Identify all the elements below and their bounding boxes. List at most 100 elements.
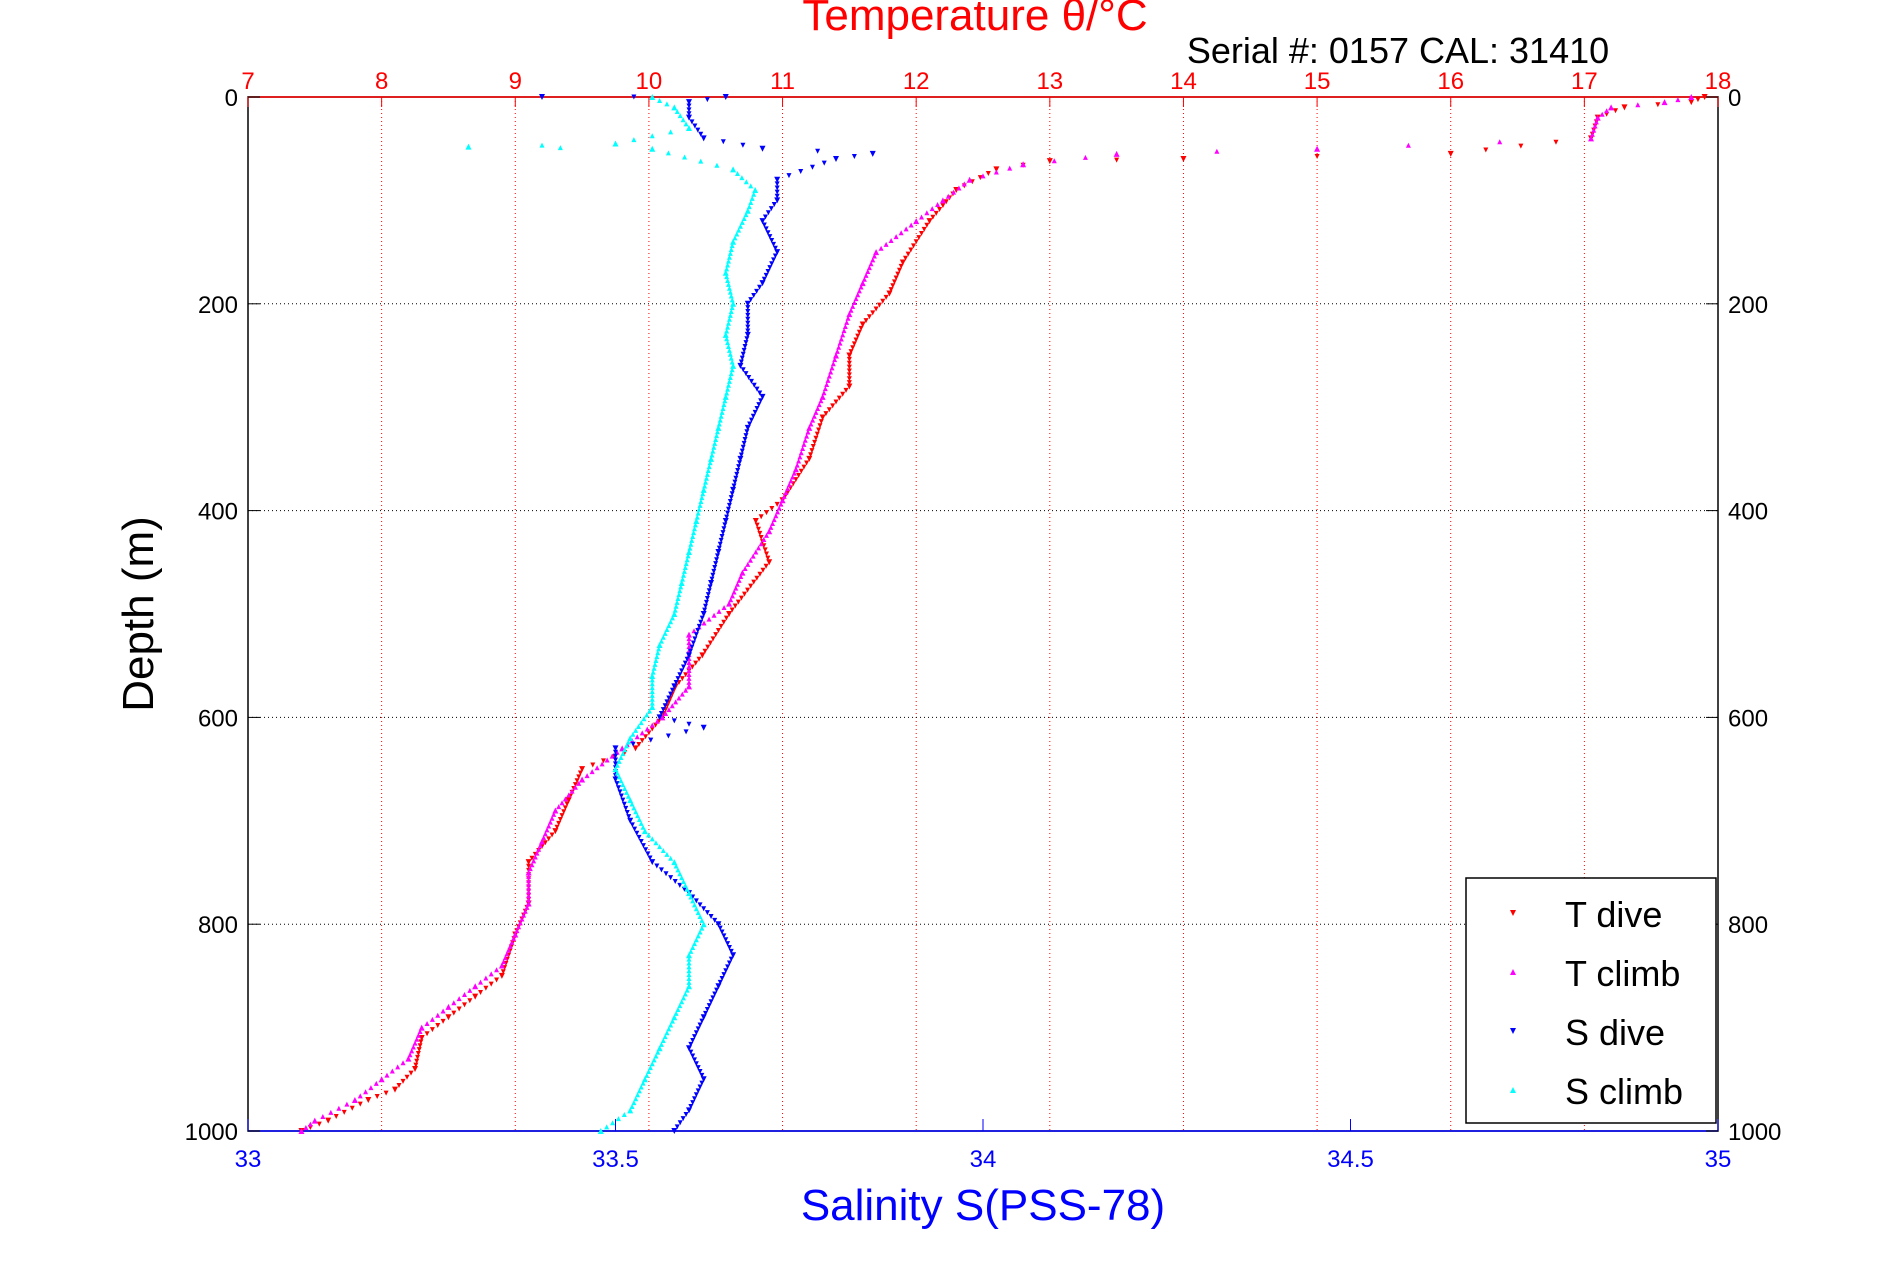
data-point xyxy=(690,1053,696,1059)
data-point xyxy=(664,1030,670,1036)
data-point xyxy=(689,664,695,670)
data-point xyxy=(759,145,766,152)
depth-tick-label-right: 0 xyxy=(1728,85,1741,112)
data-point xyxy=(688,1049,694,1055)
data-point xyxy=(790,474,796,480)
data-point xyxy=(549,815,555,821)
data-point xyxy=(717,925,723,931)
data-point xyxy=(631,137,637,143)
data-point xyxy=(772,253,778,259)
data-point xyxy=(686,111,692,117)
data-point xyxy=(373,1080,379,1086)
data-point xyxy=(846,356,852,362)
data-point xyxy=(746,374,752,380)
data-point xyxy=(697,1069,703,1075)
data-point xyxy=(729,243,735,249)
data-point xyxy=(632,745,639,752)
data-point xyxy=(804,433,810,439)
data-point xyxy=(706,464,712,470)
data-point xyxy=(674,108,680,114)
data-point xyxy=(686,675,692,681)
data-point xyxy=(696,656,702,662)
data-point xyxy=(389,1068,395,1074)
data-point xyxy=(705,468,711,474)
data-point xyxy=(626,814,632,820)
data-point xyxy=(640,824,646,830)
data-point xyxy=(725,386,731,392)
data-point xyxy=(697,929,703,935)
data-point xyxy=(846,376,852,382)
data-point xyxy=(566,792,572,798)
data-point xyxy=(649,704,656,711)
data-point xyxy=(649,677,655,683)
data-point xyxy=(671,1128,678,1134)
data-point xyxy=(400,1060,406,1066)
data-point xyxy=(858,325,864,331)
data-point xyxy=(647,855,653,861)
data-point xyxy=(725,324,731,330)
data-point xyxy=(562,805,568,811)
data-point xyxy=(838,336,844,342)
data-point xyxy=(665,733,671,739)
data-point xyxy=(692,636,698,642)
data-point xyxy=(714,557,720,563)
data-point xyxy=(695,628,701,634)
data-point xyxy=(716,545,722,551)
data-point xyxy=(572,784,578,790)
data-point xyxy=(532,854,538,860)
data-point xyxy=(325,1117,332,1124)
data-point xyxy=(748,199,754,205)
data-point xyxy=(662,1034,668,1040)
data-point xyxy=(552,828,559,835)
data-point xyxy=(384,1072,390,1078)
data-point xyxy=(609,753,615,759)
data-point xyxy=(613,757,618,763)
data-point xyxy=(715,921,722,928)
data-point xyxy=(902,255,908,261)
data-point xyxy=(631,1100,637,1106)
data-point xyxy=(645,851,651,857)
data-point xyxy=(488,981,494,987)
sal-tick-label: 34 xyxy=(970,1146,997,1173)
data-point xyxy=(846,364,852,370)
data-point xyxy=(679,999,685,1005)
data-point xyxy=(604,1124,610,1130)
data-point xyxy=(641,716,647,722)
data-point xyxy=(729,491,735,497)
data-point xyxy=(718,623,724,629)
data-point xyxy=(739,219,745,225)
data-point xyxy=(519,916,525,922)
data-point xyxy=(697,502,703,508)
data-point xyxy=(721,605,727,611)
data-point xyxy=(746,204,752,210)
data-point xyxy=(1497,139,1503,145)
data-point xyxy=(701,906,707,912)
data-point xyxy=(648,737,654,743)
data-point xyxy=(649,1061,655,1067)
data-point xyxy=(721,619,727,625)
data-point xyxy=(727,374,733,380)
data-point xyxy=(525,869,532,876)
data-point xyxy=(757,571,763,577)
data-point xyxy=(724,274,730,280)
data-point xyxy=(698,499,704,505)
data-point xyxy=(677,113,683,119)
data-point xyxy=(809,448,815,454)
data-point xyxy=(675,1007,681,1013)
data-point xyxy=(679,691,685,697)
data-point xyxy=(783,490,789,496)
data-point xyxy=(630,741,636,747)
data-point xyxy=(825,377,831,383)
data-point xyxy=(527,866,533,872)
data-point xyxy=(682,564,688,570)
data-point xyxy=(840,332,846,338)
data-point xyxy=(653,722,659,728)
data-point xyxy=(708,579,715,586)
data-point xyxy=(833,399,839,405)
data-point xyxy=(908,247,914,253)
data-point xyxy=(556,820,562,826)
data-point xyxy=(1591,127,1597,133)
temp-tick-label: 12 xyxy=(903,68,930,95)
data-point xyxy=(653,658,659,664)
data-point xyxy=(649,696,655,702)
